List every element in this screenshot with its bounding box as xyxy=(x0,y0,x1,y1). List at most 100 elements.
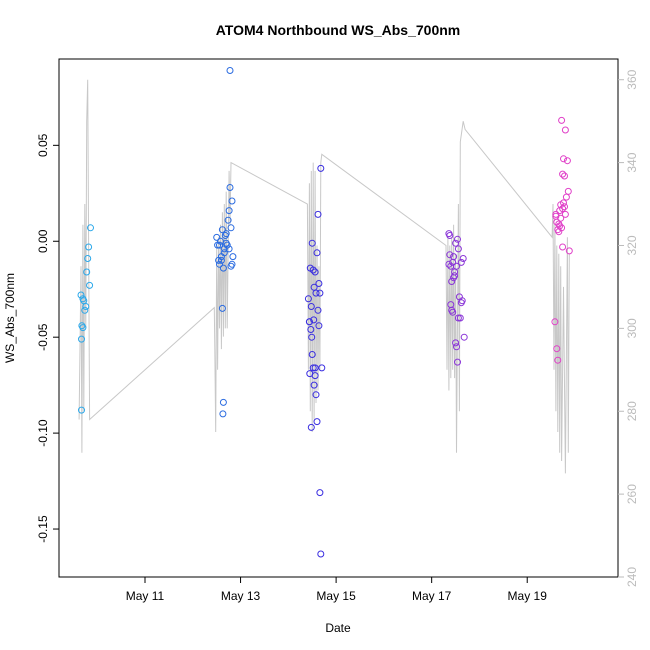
data-point xyxy=(445,260,453,268)
data-point xyxy=(560,155,567,163)
data-point xyxy=(456,314,464,322)
data-point xyxy=(310,316,318,324)
data-point xyxy=(216,260,223,268)
data-point xyxy=(553,345,561,353)
data-point xyxy=(561,210,569,218)
data-point xyxy=(315,322,323,330)
data-point xyxy=(565,247,573,255)
data-point xyxy=(308,239,316,247)
x-tick-label: May 17 xyxy=(412,589,452,603)
data-point xyxy=(564,187,572,195)
data-point xyxy=(312,289,320,297)
data-point xyxy=(309,266,317,274)
data-point xyxy=(217,256,225,264)
data-point xyxy=(225,207,233,215)
data-point xyxy=(450,253,458,261)
data-point xyxy=(219,264,227,272)
data-point xyxy=(551,318,559,326)
data-point xyxy=(453,343,460,351)
y-axis-right: 240 260 280 300 320 340 360 xyxy=(618,69,639,587)
y-tick-label: -0.05 xyxy=(36,323,50,351)
data-point xyxy=(311,268,319,276)
data-point xyxy=(561,126,569,134)
data-point xyxy=(220,249,228,257)
data-point xyxy=(457,299,465,307)
data-point xyxy=(552,210,560,218)
data-point xyxy=(308,333,316,341)
y2-tick-label: 280 xyxy=(625,401,639,421)
data-point xyxy=(305,318,313,326)
y2-tick-label: 340 xyxy=(625,152,639,172)
data-point xyxy=(310,381,318,389)
data-point xyxy=(219,398,227,406)
data-point xyxy=(558,116,566,124)
data-point xyxy=(561,203,568,211)
data-point xyxy=(454,358,461,366)
data-point xyxy=(222,230,230,238)
data-point xyxy=(454,235,461,243)
data-point xyxy=(453,262,460,270)
data-point xyxy=(228,197,236,205)
data-point xyxy=(560,199,567,207)
y2-tick-label: 240 xyxy=(625,567,639,587)
altitude-series-line xyxy=(78,79,570,474)
data-point xyxy=(450,274,458,282)
data-point xyxy=(222,239,230,247)
data-point xyxy=(317,164,325,172)
data-point xyxy=(226,184,234,191)
data-point xyxy=(229,253,237,261)
plot-frame xyxy=(58,58,619,578)
x-tick-label: May 11 xyxy=(126,589,165,603)
data-point xyxy=(313,418,321,426)
data-point xyxy=(561,172,568,180)
data-point xyxy=(446,251,454,259)
data-point xyxy=(218,226,226,234)
data-point xyxy=(559,243,567,251)
data-point xyxy=(79,295,87,303)
data-point xyxy=(228,260,236,268)
data-point xyxy=(78,406,85,414)
data-point xyxy=(85,243,93,251)
y-tick-label: -0.10 xyxy=(36,419,50,447)
data-point xyxy=(307,326,315,333)
data-point xyxy=(558,224,566,232)
y2-tick-label: 300 xyxy=(625,318,639,338)
data-point xyxy=(563,157,571,165)
data-point xyxy=(79,324,87,332)
y-tick-label: -0.15 xyxy=(36,515,50,543)
data-point xyxy=(213,233,221,241)
y-tick-label: 0.00 xyxy=(36,229,50,253)
data-point xyxy=(307,423,315,431)
data-point xyxy=(77,291,85,299)
data-point xyxy=(315,280,323,287)
data-point xyxy=(449,308,457,316)
y2-tick-label: 320 xyxy=(625,235,639,255)
data-point xyxy=(309,364,317,372)
data-point xyxy=(84,255,92,262)
data-point xyxy=(219,410,227,418)
data-point xyxy=(304,295,312,303)
data-point xyxy=(86,281,94,289)
altitude-line-layer xyxy=(78,79,570,474)
data-point xyxy=(557,214,565,222)
y-axis-label: WS_Abs_700nm xyxy=(3,273,17,363)
x-tick-label: May 15 xyxy=(316,589,356,603)
y2-tick-label: 360 xyxy=(625,69,639,89)
data-point xyxy=(311,364,319,372)
data-point xyxy=(224,216,232,224)
data-point xyxy=(448,278,456,285)
data-point xyxy=(457,258,465,266)
data-point xyxy=(446,232,454,239)
points-layer xyxy=(77,67,573,558)
y2-tick-label: 260 xyxy=(625,484,639,504)
data-point xyxy=(227,224,235,232)
data-point xyxy=(225,245,233,253)
data-point xyxy=(452,339,460,347)
data-point xyxy=(226,67,234,74)
data-point xyxy=(556,222,564,230)
data-point xyxy=(82,303,90,310)
data-point xyxy=(316,289,324,297)
data-point xyxy=(306,370,314,378)
data-point xyxy=(460,333,468,341)
data-point xyxy=(83,268,91,276)
